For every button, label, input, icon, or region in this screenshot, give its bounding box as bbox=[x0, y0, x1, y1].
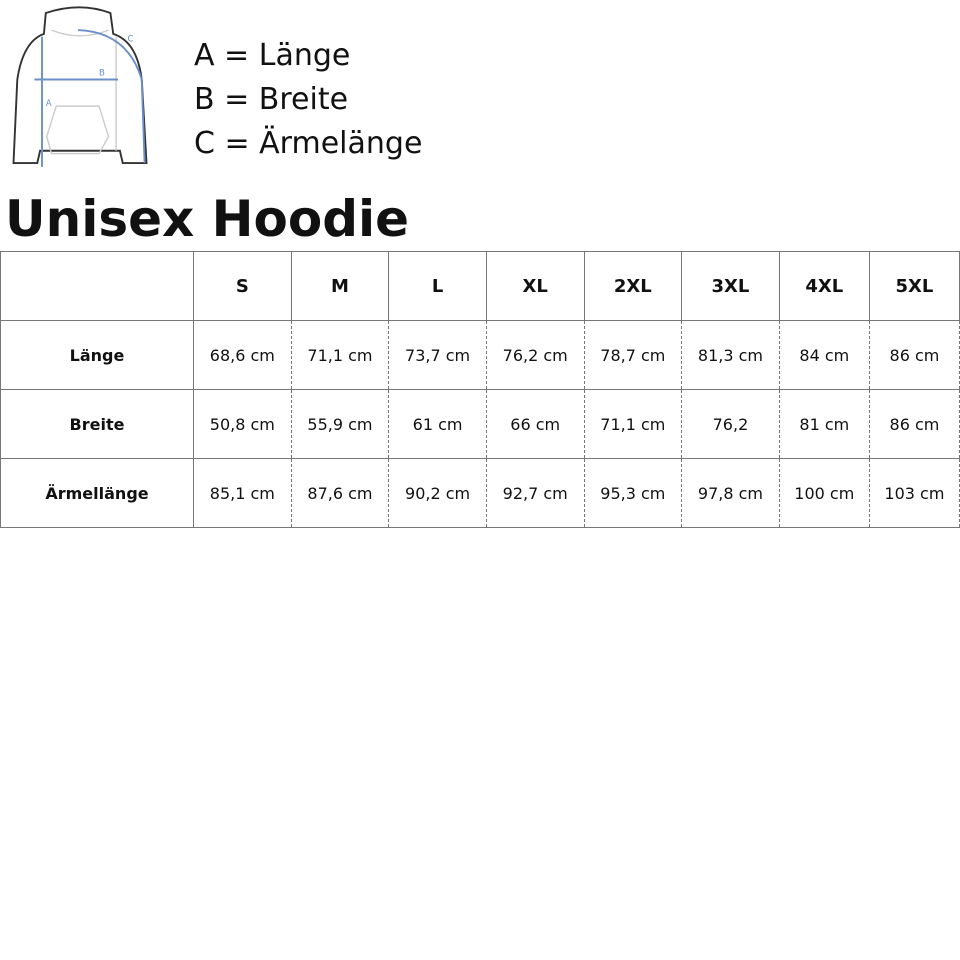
table-cell: 86 cm bbox=[868, 389, 960, 459]
label-c: C bbox=[128, 35, 134, 45]
empty-header bbox=[0, 251, 194, 321]
table-cell: 76,2 cm bbox=[485, 320, 585, 390]
size-header: 4XL bbox=[778, 251, 870, 321]
table-row: Länge 68,6 cm 71,1 cm 73,7 cm 76,2 cm 78,7 cm… bbox=[0, 320, 960, 390]
table-cell: 68,6 cm bbox=[193, 320, 292, 390]
row-label: Breite bbox=[0, 389, 194, 459]
table-cell: 87,6 cm bbox=[290, 458, 390, 528]
size-header: XL bbox=[485, 251, 585, 321]
table-cell: 71,1 cm bbox=[583, 389, 683, 459]
table-cell: 90,2 cm bbox=[388, 458, 487, 528]
table-cell: 71,1 cm bbox=[290, 320, 390, 390]
size-header: S bbox=[193, 251, 292, 321]
legend-a: A = Länge bbox=[194, 38, 351, 73]
table-cell: 81 cm bbox=[778, 389, 870, 459]
table-cell: 100 cm bbox=[778, 458, 870, 528]
table-cell: 84 cm bbox=[778, 320, 870, 390]
table-cell: 103 cm bbox=[868, 458, 960, 528]
table-cell: 66 cm bbox=[485, 389, 585, 459]
legend-c: C = Ärmelänge bbox=[194, 126, 423, 161]
row-label: Länge bbox=[0, 320, 194, 390]
size-header: 2XL bbox=[583, 251, 683, 321]
table-row: Breite 50,8 cm 55,9 cm 61 cm 66 cm 71,1 cm 76,… bbox=[0, 389, 960, 459]
table-cell: 50,8 cm bbox=[193, 389, 292, 459]
label-b: B bbox=[99, 69, 105, 79]
table-cell: 85,1 cm bbox=[193, 458, 292, 528]
table-cell: 86 cm bbox=[868, 320, 960, 390]
table-cell: 78,7 cm bbox=[583, 320, 683, 390]
table-cell: 55,9 cm bbox=[290, 389, 390, 459]
size-header: 5XL bbox=[868, 251, 960, 321]
table-row: Ärmellänge 85,1 cm 87,6 cm 90,2 cm 92,7 cm 95… bbox=[0, 458, 960, 528]
table-cell: 92,7 cm bbox=[485, 458, 585, 528]
table-cell: 97,8 cm bbox=[681, 458, 780, 528]
label-a: A bbox=[46, 99, 52, 109]
size-table: S M L XL 2XL 3XL 4XL 5XL Länge 68,6 cm 71,1 cm 73,… bbox=[0, 251, 960, 528]
table-cell: 81,3 cm bbox=[681, 320, 780, 390]
table-cell: 95,3 cm bbox=[583, 458, 683, 528]
row-label: Ärmellänge bbox=[0, 458, 194, 528]
size-header: 3XL bbox=[681, 251, 780, 321]
header-row: S M L XL 2XL 3XL 4XL 5XL bbox=[0, 251, 960, 321]
table-cell: 76,2 bbox=[681, 389, 780, 459]
legend-b: B = Breite bbox=[194, 82, 349, 117]
size-header: L bbox=[388, 251, 487, 321]
size-header: M bbox=[290, 251, 390, 321]
table-cell: 61 cm bbox=[388, 389, 487, 459]
table-cell: 73,7 cm bbox=[388, 320, 487, 390]
page-title: Unisex Hoodie bbox=[5, 190, 410, 248]
hoodie-measurement-illustration: A B C bbox=[12, 6, 148, 167]
